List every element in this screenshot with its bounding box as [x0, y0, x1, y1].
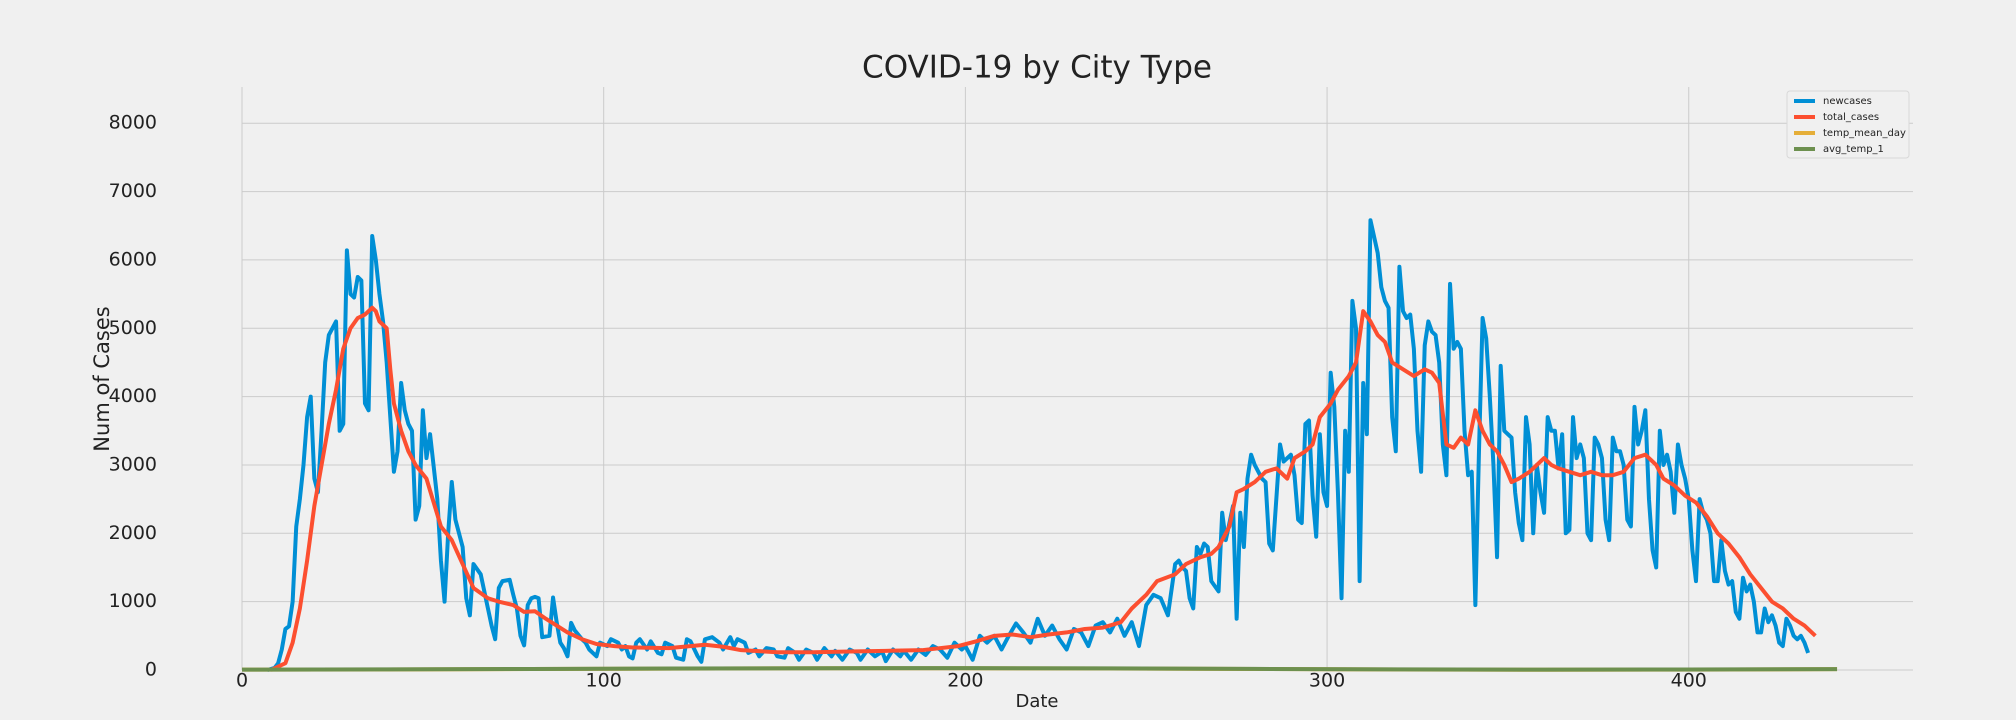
x-tick-label: 100	[586, 670, 622, 692]
series-line	[266, 218, 1810, 672]
chart-title: COVID-19 by City Type	[862, 50, 1212, 86]
y-tick-label: 3000	[109, 453, 157, 475]
y-axis-label: Num of Cases	[90, 306, 114, 451]
legend-label: temp_mean_day	[1823, 128, 1906, 139]
y-tick-label: 8000	[109, 112, 157, 134]
y-tick-label: 2000	[109, 522, 157, 544]
y-tick-label: 4000	[109, 385, 157, 407]
x-tick-label: 200	[947, 670, 983, 692]
legend: newcases total_cases temp_mean_day avg_temp…	[1786, 90, 1910, 159]
legend-box	[1786, 90, 1910, 159]
y-tick-label: 1000	[109, 590, 157, 612]
x-tick-label: 300	[1309, 670, 1345, 692]
x-tick-label: 400	[1671, 670, 1707, 692]
y-tick-label: 6000	[109, 248, 157, 270]
y-tick-label: 5000	[109, 317, 157, 339]
x-tick-label: 0	[236, 670, 248, 692]
legend-label: newcases	[1823, 96, 1872, 107]
y-tick-label: 7000	[109, 180, 157, 202]
x-axis-label: Date	[1015, 691, 1058, 712]
series-line	[270, 305, 1817, 672]
series-line	[241, 666, 1838, 672]
y-tick-label: 0	[145, 659, 157, 681]
legend-label: total_cases	[1823, 112, 1879, 123]
legend-label: avg_temp_1	[1823, 144, 1884, 155]
